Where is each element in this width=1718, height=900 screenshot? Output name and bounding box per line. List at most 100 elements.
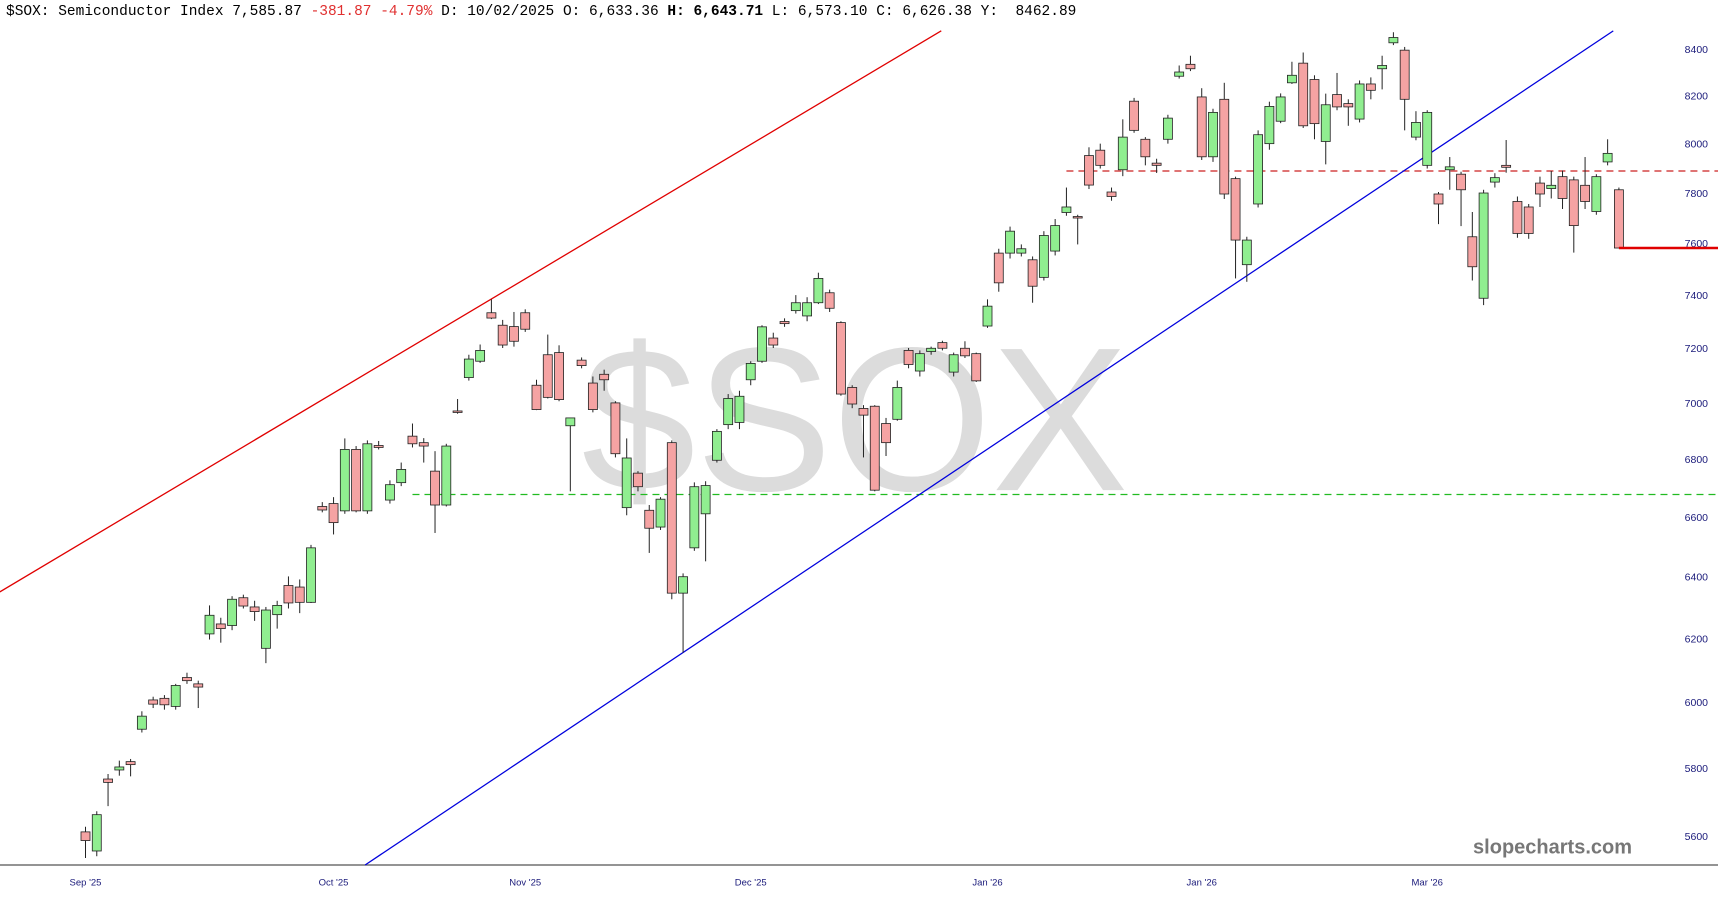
candle-body [1399, 49, 1410, 100]
candles [80, 32, 1624, 858]
candle-body [993, 252, 1004, 284]
candle-body [486, 312, 497, 319]
candle-body [1365, 83, 1376, 91]
candle-body [1354, 83, 1365, 120]
candle-body [1580, 184, 1590, 202]
candle-body [847, 387, 858, 405]
header-item: D: 10/02/2025 [441, 4, 555, 20]
candle-body [1535, 182, 1545, 195]
candle-body [1129, 100, 1139, 131]
y-tick-label: 7400 [1685, 290, 1709, 302]
candle-body [565, 417, 576, 427]
candle-body [903, 350, 914, 365]
candle-body [1163, 117, 1173, 140]
candle-body [858, 408, 869, 416]
candle-body [1027, 259, 1038, 287]
candle-body [148, 699, 159, 705]
y-tick-label: 5600 [1685, 831, 1709, 843]
y-tick-label: 6400 [1685, 572, 1709, 584]
candle-body [1106, 191, 1117, 197]
candle-body [802, 302, 812, 317]
header-item: Y: 8462.89 [980, 4, 1077, 20]
candle-body [1512, 201, 1523, 234]
y-tick-label: 6800 [1685, 454, 1709, 466]
candle-body [678, 576, 688, 594]
y-tick-label: 8000 [1685, 139, 1709, 151]
candle-body [339, 449, 350, 512]
candle-body [1061, 206, 1072, 213]
candle-body [1591, 176, 1602, 212]
candle-body [1264, 106, 1275, 145]
candle-body [734, 395, 745, 423]
candle-body [587, 382, 598, 410]
candle-body [948, 354, 959, 373]
candle-body [790, 302, 801, 312]
candle-body [813, 278, 824, 304]
candle-body [136, 715, 147, 730]
candle-body [452, 410, 463, 413]
candle-body [238, 597, 249, 607]
y-tick-label: 5800 [1685, 763, 1709, 775]
candle-body [869, 405, 880, 491]
x-tick-label: Jan '26 [1187, 878, 1217, 889]
candle-body [170, 685, 181, 707]
candle-body [745, 363, 756, 381]
candle-body [430, 470, 440, 506]
candle-body [937, 342, 948, 349]
candle-body [1275, 96, 1286, 122]
candle-body [1253, 134, 1263, 205]
candle-body [1388, 37, 1399, 44]
candle-body [599, 373, 610, 381]
candle-body [768, 337, 779, 346]
candle-body [294, 586, 305, 603]
x-tick-label: Mar '26 [1412, 878, 1443, 889]
candle-body [1467, 236, 1478, 268]
candle-body [914, 353, 925, 372]
candle-body [283, 585, 294, 604]
candle-body [520, 312, 531, 330]
candle-body [385, 484, 395, 501]
x-tick-label: Nov '25 [509, 878, 541, 889]
candle-body [91, 814, 102, 852]
candle-body [1117, 136, 1128, 171]
candle-body [1422, 111, 1433, 166]
candle-body [1489, 177, 1500, 183]
candle-body [317, 506, 328, 511]
y-tick-label: 7000 [1685, 398, 1709, 410]
candle-body [1140, 138, 1151, 158]
candle-body [982, 305, 993, 327]
candle-body [204, 614, 215, 635]
candle-body [824, 292, 835, 309]
candle-body [644, 509, 655, 529]
candle-body [621, 457, 632, 509]
candle-body [396, 469, 407, 484]
header-item: C: 6,626.38 [876, 4, 972, 20]
header-item: H: 6,643.71 [667, 4, 764, 20]
candle-body [1411, 122, 1421, 138]
candle-body [531, 384, 542, 410]
candle-body [1219, 98, 1230, 195]
candle-body [182, 677, 192, 682]
x-tick-label: Jan '26 [972, 878, 1002, 889]
candle-body [689, 486, 700, 549]
candle-body [103, 778, 113, 783]
candle-body [249, 606, 260, 612]
candle-body [373, 445, 384, 448]
candle-body [1444, 166, 1455, 171]
y-tick-label: 7200 [1685, 343, 1709, 355]
header-item: 7,585.87 [232, 4, 302, 20]
candle-body [723, 398, 734, 426]
candle-body [80, 831, 91, 841]
candle-body [1185, 63, 1196, 70]
candle-body [1005, 230, 1015, 254]
candle-body [407, 435, 418, 445]
candle-body [926, 347, 937, 352]
candle-body [1230, 178, 1241, 241]
candle-body [757, 326, 767, 362]
candle-body [666, 442, 677, 594]
header-item: -381.87 [310, 4, 372, 20]
candle-body [1433, 193, 1444, 205]
trendline [0, 30, 942, 593]
